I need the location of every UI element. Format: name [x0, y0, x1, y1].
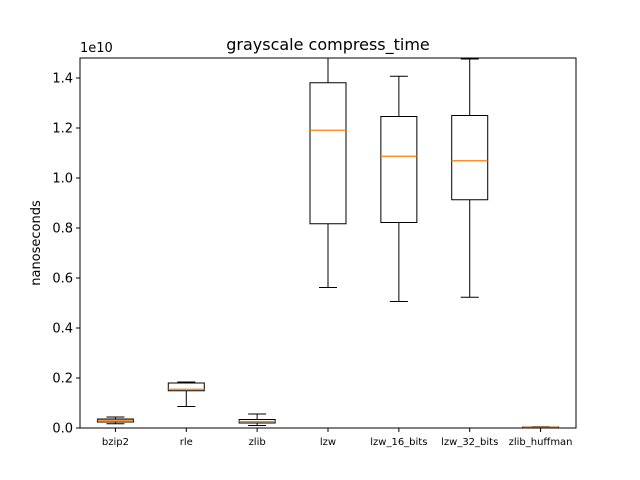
y-tick-label: 1.0: [52, 172, 73, 187]
plot-area: 0.0 0.2 0.4 0.6 0.8 1.0 1.2 1.4 bzip2 rle zlib lzw l…: [52, 57, 573, 448]
x-tick-label-bzip2: bzip2: [102, 437, 129, 448]
box-lzw: [309, 82, 347, 225]
x-tick-label-zlib_huffman: zlib_huffman: [509, 437, 573, 448]
box-lzw_32_bits: [451, 115, 489, 201]
box-lzw_16_bits: [380, 116, 418, 223]
x-tick-label-lzw_32_bits: lzw_32_bits: [441, 437, 498, 448]
y-offset-label: 1e10: [80, 41, 113, 56]
x-tick-label-lzw: lzw: [320, 437, 336, 448]
plot-frame: [79, 57, 577, 429]
y-tick-label: 1.2: [52, 122, 73, 137]
box-rle: [167, 382, 205, 392]
y-tick-label: 0.4: [52, 322, 73, 337]
chart-title: grayscale compress_time: [226, 35, 430, 55]
x-tick-label-zlib: zlib: [249, 437, 266, 448]
x-tick-label-lzw_16_bits: lzw_16_bits: [370, 437, 427, 448]
y-tick-label: 0.8: [52, 222, 73, 237]
y-tick-label: 0.6: [52, 272, 73, 287]
y-axis-label: nanoseconds: [29, 200, 44, 286]
y-tick-label: 0.0: [52, 422, 73, 437]
y-tick-label: 0.2: [52, 372, 73, 387]
x-tick-label-rle: rle: [180, 437, 193, 448]
y-tick-label: 1.4: [52, 72, 73, 87]
